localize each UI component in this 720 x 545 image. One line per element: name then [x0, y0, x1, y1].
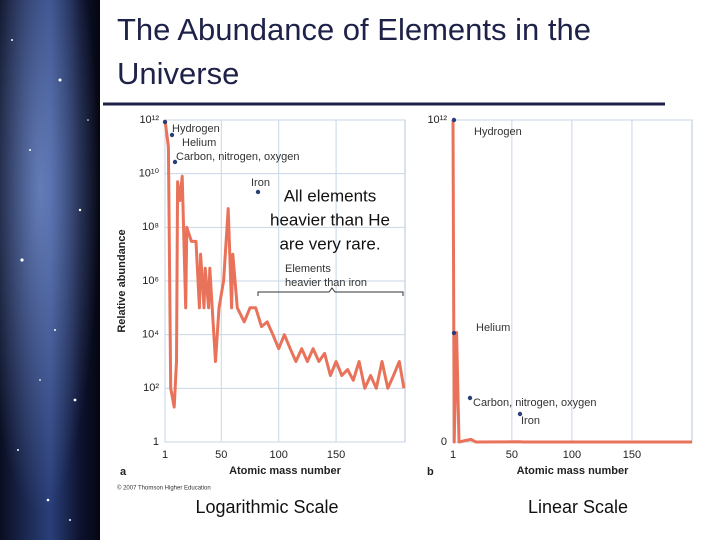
x-tick-label: 50	[215, 449, 227, 461]
y-tick-label: 10¹²	[427, 114, 447, 126]
x-tick-label: 100	[270, 449, 288, 461]
annotation-dot	[169, 132, 175, 138]
annotation-dot	[162, 119, 168, 125]
annotation-dot	[172, 159, 178, 165]
annotation: Elements	[285, 263, 331, 275]
y-tick-label: 1	[153, 436, 159, 448]
caption: Linear Scale	[528, 497, 628, 517]
x-tick-label: 1	[162, 449, 168, 461]
y-tick-label: 10²	[143, 382, 159, 394]
y-tick-label: 10¹⁰	[139, 168, 160, 180]
y-tick-label: 0	[441, 436, 447, 448]
x-tick-label: 100	[563, 449, 581, 461]
annotation-dot	[451, 117, 457, 123]
annotation: Iron	[521, 415, 540, 427]
annotation-dot	[255, 189, 261, 195]
y-axis-label: Relative abundance	[116, 229, 128, 332]
y-tick-label: 10¹²	[139, 114, 159, 126]
annotation-dot	[451, 330, 457, 336]
annotation-dot	[467, 395, 473, 401]
annotation: Iron	[251, 177, 270, 189]
x-tick-label: 1	[450, 449, 456, 461]
copyright: © 2007 Thomson Higher Education	[117, 485, 211, 492]
panel-letter: b	[427, 466, 434, 478]
x-tick-label: 50	[506, 449, 518, 461]
caption: Logarithmic Scale	[195, 497, 338, 517]
x-tick-label: 150	[327, 449, 345, 461]
panel-letter: a	[120, 466, 127, 478]
annotation: heavier than iron	[285, 277, 367, 289]
annotation: Helium	[476, 322, 510, 334]
abundance-line	[451, 119, 692, 444]
annotation: Hydrogen	[172, 123, 220, 135]
plot-area	[452, 119, 693, 443]
x-axis-label: Atomic mass number	[517, 465, 630, 477]
overlay-note: are very rare.	[279, 234, 380, 253]
slide-title: Universe	[117, 56, 239, 91]
annotation: Helium	[182, 137, 216, 149]
annotation: Carbon, nitrogen, oxygen	[176, 151, 300, 163]
y-tick-label: 10⁸	[142, 221, 159, 233]
annotation: Hydrogen	[474, 126, 522, 138]
overlay-note: All elements	[284, 186, 377, 205]
stars	[11, 39, 89, 521]
space-glow	[0, 0, 100, 540]
brace	[257, 287, 404, 296]
x-tick-label: 150	[623, 449, 641, 461]
x-axis-label: Atomic mass number	[229, 465, 342, 477]
annotation-dot	[517, 411, 523, 417]
overlay-note: heavier than He	[270, 210, 390, 229]
slide-title: The Abundance of Elements in the	[117, 12, 591, 47]
abundance-line	[163, 119, 406, 409]
annotation: Carbon, nitrogen, oxygen	[473, 397, 597, 409]
y-tick-label: 10⁴	[142, 329, 159, 341]
y-tick-label: 10⁶	[142, 275, 159, 287]
